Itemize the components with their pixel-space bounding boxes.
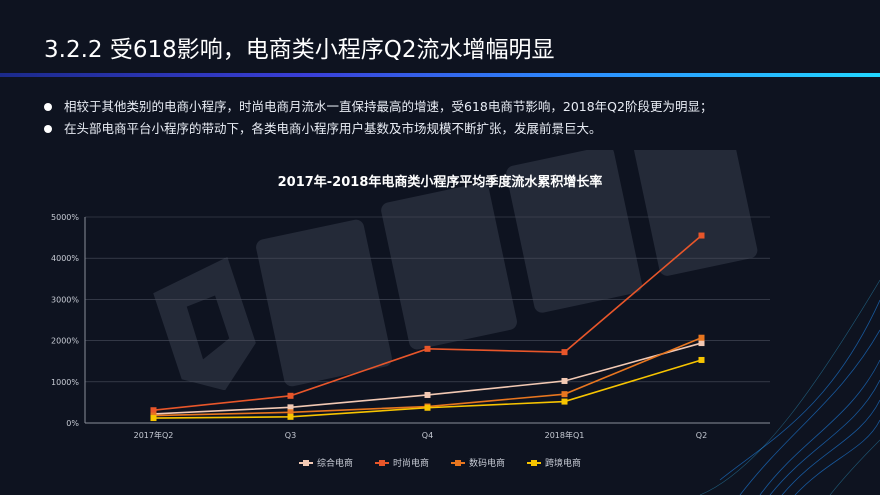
x-axis-ticks: 2017年Q2 Q3 Q4 2018年Q1 Q2 [134, 430, 708, 440]
legend-swatch-icon [374, 459, 389, 467]
legend-label: 跨境电商 [545, 459, 582, 469]
data-point [561, 349, 568, 356]
legend-label: 数码电商 [469, 459, 506, 469]
slide-title: 3.2.2 受618影响，电商类小程序Q2流水增幅明显 [44, 37, 555, 63]
y-tick-label: 0% [66, 419, 79, 428]
bullet-item: 相较于其他类别的电商小程序，时尚电商月流水一直保持最高的增速，受618电商节影响… [40, 96, 870, 118]
x-tick-label: Q4 [422, 431, 433, 440]
data-point [150, 407, 157, 414]
bullet-dot-icon [44, 103, 52, 111]
legend-swatch-icon [298, 459, 313, 467]
data-point [698, 334, 705, 341]
y-tick-label: 3000% [51, 295, 79, 304]
y-tick-label: 5000% [51, 213, 79, 222]
chart-gridlines [84, 216, 770, 424]
bullet-text: 相较于其他类别的电商小程序，时尚电商月流水一直保持最高的增速，受618电商节影响… [64, 99, 713, 114]
data-point [287, 392, 294, 399]
legend-label: 时尚电商 [392, 459, 429, 469]
series-3 [150, 356, 705, 422]
bullet-text: 在头部电商平台小程序的带动下，各类电商小程序用户基数及市场规模不断扩张，发展前景… [64, 121, 602, 136]
data-point [287, 413, 294, 420]
x-tick-label: 2017年Q2 [134, 430, 174, 440]
data-point [424, 391, 431, 398]
legend-swatch-icon [451, 459, 465, 467]
title-divider [0, 73, 880, 77]
data-point [287, 404, 294, 411]
data-point [424, 345, 431, 352]
legend-item-1: 时尚电商 [374, 456, 429, 469]
data-point [424, 404, 431, 411]
series-line [153, 342, 702, 415]
chart-legend: 综合电商 时尚电商 数码电商 跨境电商 [0, 456, 880, 469]
bullet-list: 相较于其他类别的电商小程序，时尚电商月流水一直保持最高的增速，受618电商节影响… [40, 96, 870, 140]
series-1 [150, 232, 705, 414]
y-axis-ticks: 0% 1000% 2000% 3000% 4000% 5000% [51, 213, 79, 428]
legend-item-2: 数码电商 [451, 456, 505, 469]
data-point [561, 398, 568, 405]
bullet-dot-icon [44, 125, 52, 133]
legend-item-0: 综合电商 [298, 456, 353, 469]
data-point [698, 356, 705, 363]
data-point [561, 377, 568, 384]
legend-swatch-icon [527, 459, 542, 467]
x-tick-label: Q3 [285, 431, 296, 440]
y-tick-label: 1000% [51, 378, 79, 387]
legend-item-3: 跨境电商 [527, 456, 581, 469]
series-line [153, 234, 703, 412]
y-tick-label: 4000% [51, 254, 79, 263]
chart-title: 2017年-2018年电商类小程序平均季度流水累积增长率 [277, 175, 603, 190]
y-tick-label: 2000% [51, 337, 79, 346]
data-point [150, 415, 157, 422]
data-point [698, 232, 705, 239]
data-point [698, 340, 705, 347]
data-point [287, 409, 294, 416]
chart-series [150, 232, 705, 422]
bullet-item: 在头部电商平台小程序的带动下，各类电商小程序用户基数及市场规模不断扩张，发展前景… [40, 118, 870, 140]
x-tick-label: Q2 [696, 431, 707, 440]
x-tick-label: 2018年Q1 [545, 430, 585, 440]
legend-label: 综合电商 [316, 459, 353, 469]
data-point [561, 391, 568, 398]
